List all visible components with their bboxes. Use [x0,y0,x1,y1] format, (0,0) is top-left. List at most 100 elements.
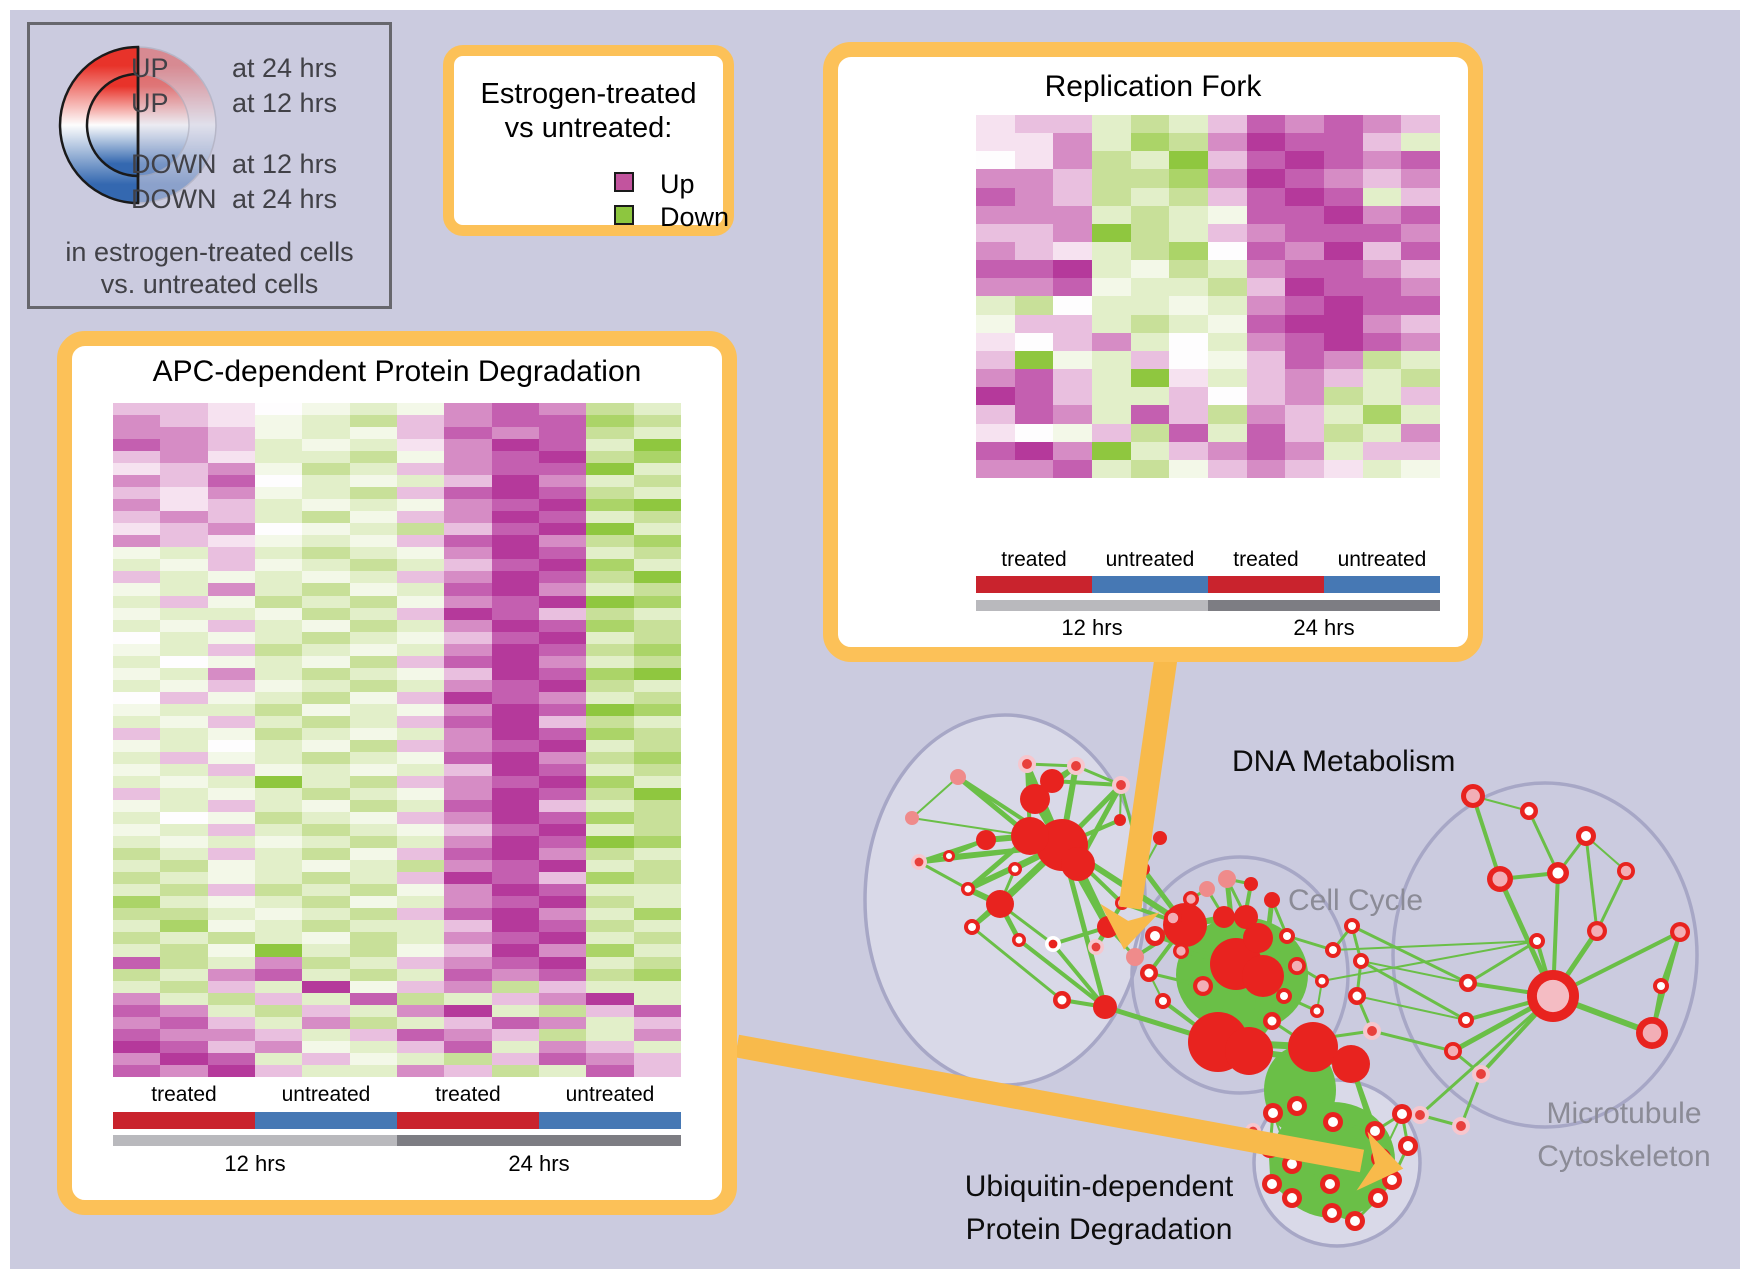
heatmap-cell [160,403,208,416]
heatmap-cell [586,872,634,885]
time-label: 24 hrs [1293,615,1355,640]
heatmap-cell [349,944,397,957]
heatmap-cell [396,559,445,572]
heatmap-cell [160,415,208,428]
network-node [1186,894,1196,904]
heatmap-cell [160,956,208,969]
network-node [1287,1193,1297,1203]
heatmap-cell [1401,459,1440,478]
heatmap-cell [1246,133,1286,152]
heatmap-cell [207,547,255,560]
heatmap-cell [538,824,587,837]
heatmap-cell [491,956,539,969]
network-node [1327,1208,1337,1218]
network-node [1167,912,1179,924]
heatmap-cell [444,535,492,548]
heatmap-cell [633,583,681,596]
heatmap-cell [113,836,161,849]
network-edge [1595,870,1628,932]
heatmap-cell [207,403,255,416]
heatmap-cell [254,992,303,1005]
heatmap-cell [1324,223,1363,242]
rf-heatmap [976,115,1440,478]
heatmap-cell [207,848,255,861]
heatmap-cell [586,775,634,788]
heatmap-cell [633,727,681,740]
heatmap-cell [976,187,1015,206]
heatmap-cell [538,475,587,488]
heatmap-cell [491,1052,539,1065]
network-node [1213,906,1235,928]
heatmap-cell [396,403,445,416]
heatmap-cell [349,836,397,849]
heatmap-cell [444,1040,492,1053]
network-node [1022,759,1032,769]
heatmap-cell [160,860,208,873]
time-label: 12 hrs [1061,615,1123,640]
heatmap-cell [538,415,587,428]
heatmap-cell [113,619,161,632]
heatmap-cell [396,463,445,476]
heatmap-cell [254,655,303,668]
heatmap-cell [1285,387,1324,406]
heatmap-cell [538,775,587,788]
heatmap-cell [207,751,255,764]
heatmap-cell [207,775,255,788]
heatmap-cell [444,499,492,512]
heatmap-cell [1053,260,1092,279]
network-node [1462,1016,1470,1024]
group-color-bar [113,1112,255,1129]
heatmap-cell [538,655,587,668]
heatmap-cell [1014,423,1054,442]
heatmap-cell [302,1028,350,1041]
network-node [1403,1141,1413,1151]
heatmap-cell [491,860,539,873]
heatmap-cell [1169,405,1208,424]
heatmap-cell [160,427,208,440]
heatmap-cell [207,1028,255,1041]
heatmap-cell [586,487,634,500]
network-node [1126,948,1144,966]
heatmap-cell [160,872,208,885]
heatmap-cell [491,691,539,704]
heatmap-cell [1014,205,1054,224]
heatmap-cell [349,499,397,512]
heatmap-cell [254,739,303,752]
heatmap-cell [1401,260,1440,279]
network-node [1071,761,1081,771]
heatmap-cell [1014,223,1054,242]
heatmap-cell [113,1016,161,1029]
heatmap-cell [396,691,445,704]
network-node [986,890,1014,918]
heatmap-cell [491,727,539,740]
heatmap-cell [160,643,208,656]
callout-arrow-head [1100,903,1160,950]
heatmap-cell [302,619,350,632]
heatmap-cell [396,824,445,837]
heatmap-cell [160,667,208,680]
heatmap-cell [396,703,445,716]
heatmap-cell [1401,350,1440,370]
heatmap-cell [586,956,634,969]
heatmap-cell [444,824,492,837]
group-label: untreated [281,1083,371,1106]
heatmap-cell [491,884,539,897]
heatmap-cell [1246,278,1286,297]
heatmap-cell [633,1028,681,1041]
network-node [1264,892,1280,908]
heatmap-cell [1362,314,1402,333]
heatmap-cell [538,427,587,440]
heatmap-cell [491,980,539,993]
heatmap-cell [1092,314,1131,333]
heatmap-cell [302,1004,350,1017]
heatmap-cell [538,631,587,644]
heatmap-cell [1285,223,1324,242]
heatmap-cell [444,932,492,945]
heatmap-cell [207,691,255,704]
heatmap-cell [207,583,255,596]
heatmap-cell [207,763,255,776]
heatmap-cell [302,535,350,548]
heatmap-cell [113,547,161,560]
network-node [1091,942,1101,952]
heatmap-cell [538,788,587,801]
